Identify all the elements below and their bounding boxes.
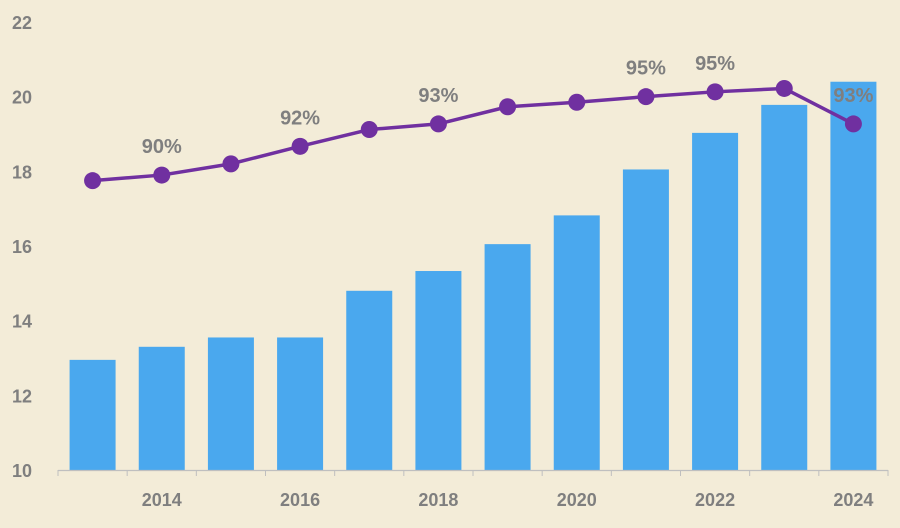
y-tick-label: 22 [12, 13, 32, 33]
line-series [84, 79, 862, 190]
line-point-2016 [291, 137, 309, 155]
axes [57, 469, 889, 476]
line-point-2015 [222, 155, 240, 173]
line-point-2023 [775, 79, 793, 97]
bar-2017 [346, 290, 393, 470]
x-tick-label: 2016 [280, 490, 320, 510]
x-tick-label: 2018 [418, 490, 458, 510]
bar-2013 [69, 359, 116, 470]
line-point-2022 [706, 83, 724, 101]
line-point-2018 [429, 115, 447, 133]
line-path [92, 86, 855, 183]
bar-2022 [692, 132, 739, 470]
line-point-2019 [499, 98, 517, 116]
bar-2019 [484, 244, 531, 470]
bar-2020 [553, 215, 600, 470]
data-label: 95% [695, 53, 735, 75]
line-point-2020 [568, 93, 586, 111]
line-point-2014 [153, 166, 171, 184]
data-label: 93% [833, 85, 873, 107]
line-point-2013 [84, 172, 102, 190]
y-tick-label: 18 [12, 162, 32, 182]
x-tick-label: 2014 [142, 490, 182, 510]
bar-2024 [830, 81, 877, 470]
y-tick-label: 16 [12, 237, 32, 257]
bar-series [69, 81, 877, 470]
y-tick-label: 12 [12, 386, 32, 406]
y-tick-label: 14 [12, 312, 32, 332]
x-tick-label: 2022 [695, 490, 735, 510]
data-label: 92% [280, 107, 320, 129]
line-point-2024 [844, 115, 862, 133]
bar-2015 [207, 337, 254, 470]
y-tick-label: 20 [12, 88, 32, 108]
x-tick-label: 2024 [833, 490, 873, 510]
bar-2023 [761, 104, 808, 470]
data-labels: 90% 92% 93% 95% 95% 93% [142, 53, 874, 158]
bar-2021 [622, 169, 669, 470]
data-label: 93% [418, 85, 458, 107]
y-tick-label: 10 [12, 461, 32, 481]
bar-2016 [277, 337, 324, 470]
data-label: 95% [626, 58, 666, 80]
data-label: 90% [142, 136, 182, 158]
bar-2018 [415, 271, 462, 470]
line-point-2017 [360, 121, 378, 139]
bar-2014 [138, 346, 185, 470]
x-tick-label: 2020 [557, 490, 597, 510]
line-point-2021 [637, 88, 655, 106]
